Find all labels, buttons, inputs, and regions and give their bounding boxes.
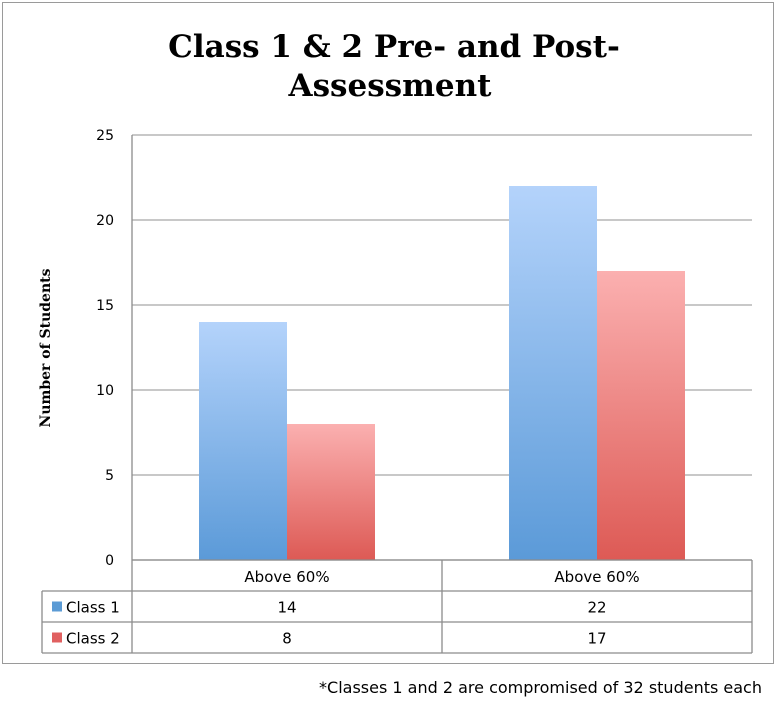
y-tick-label-2: 10	[96, 383, 114, 399]
bars	[199, 186, 685, 560]
y-tick-label-5: 25	[96, 128, 114, 144]
y-tick-labels: 0 5 10 15 20 25	[96, 128, 114, 569]
legend-swatch-0	[52, 601, 62, 612]
y-tick-label-4: 20	[96, 213, 114, 229]
legend-swatch-1	[52, 632, 62, 643]
data-table: Above 60% Above 60% Class 1 14 22 Class 2 8 17	[41, 559, 753, 654]
category-label-1: Above 60%	[554, 568, 639, 586]
bar-class-1-0	[199, 322, 287, 560]
category-label-0: Above 60%	[244, 568, 329, 586]
y-axis-label: Number of Students	[38, 268, 54, 427]
data-label-1-0: 8	[282, 630, 292, 648]
legend-label-0: Class 1	[66, 599, 120, 617]
y-tick-label-3: 15	[96, 298, 114, 314]
y-tick-label-1: 5	[105, 468, 114, 484]
legend-label-1: Class 2	[66, 630, 120, 648]
y-tick-label-0: 0	[105, 553, 114, 569]
data-label-1-1: 17	[587, 630, 606, 648]
chart-title-line-1: Class 1 & 2 Pre- and Post-	[168, 29, 620, 65]
footnote: *Classes 1 and 2 are compromised of 32 s…	[319, 678, 762, 697]
bar-class-2-0	[287, 424, 375, 560]
chart-title-line-2: Assessment	[288, 68, 493, 104]
data-label-0-0: 14	[277, 599, 296, 617]
bar-class-1-1	[509, 186, 597, 560]
data-label-0-1: 22	[587, 599, 606, 617]
bar-chart: Class 1 & 2 Pre- and Post- Assessment Nu…	[38, 29, 753, 654]
bar-class-2-1	[597, 271, 685, 560]
